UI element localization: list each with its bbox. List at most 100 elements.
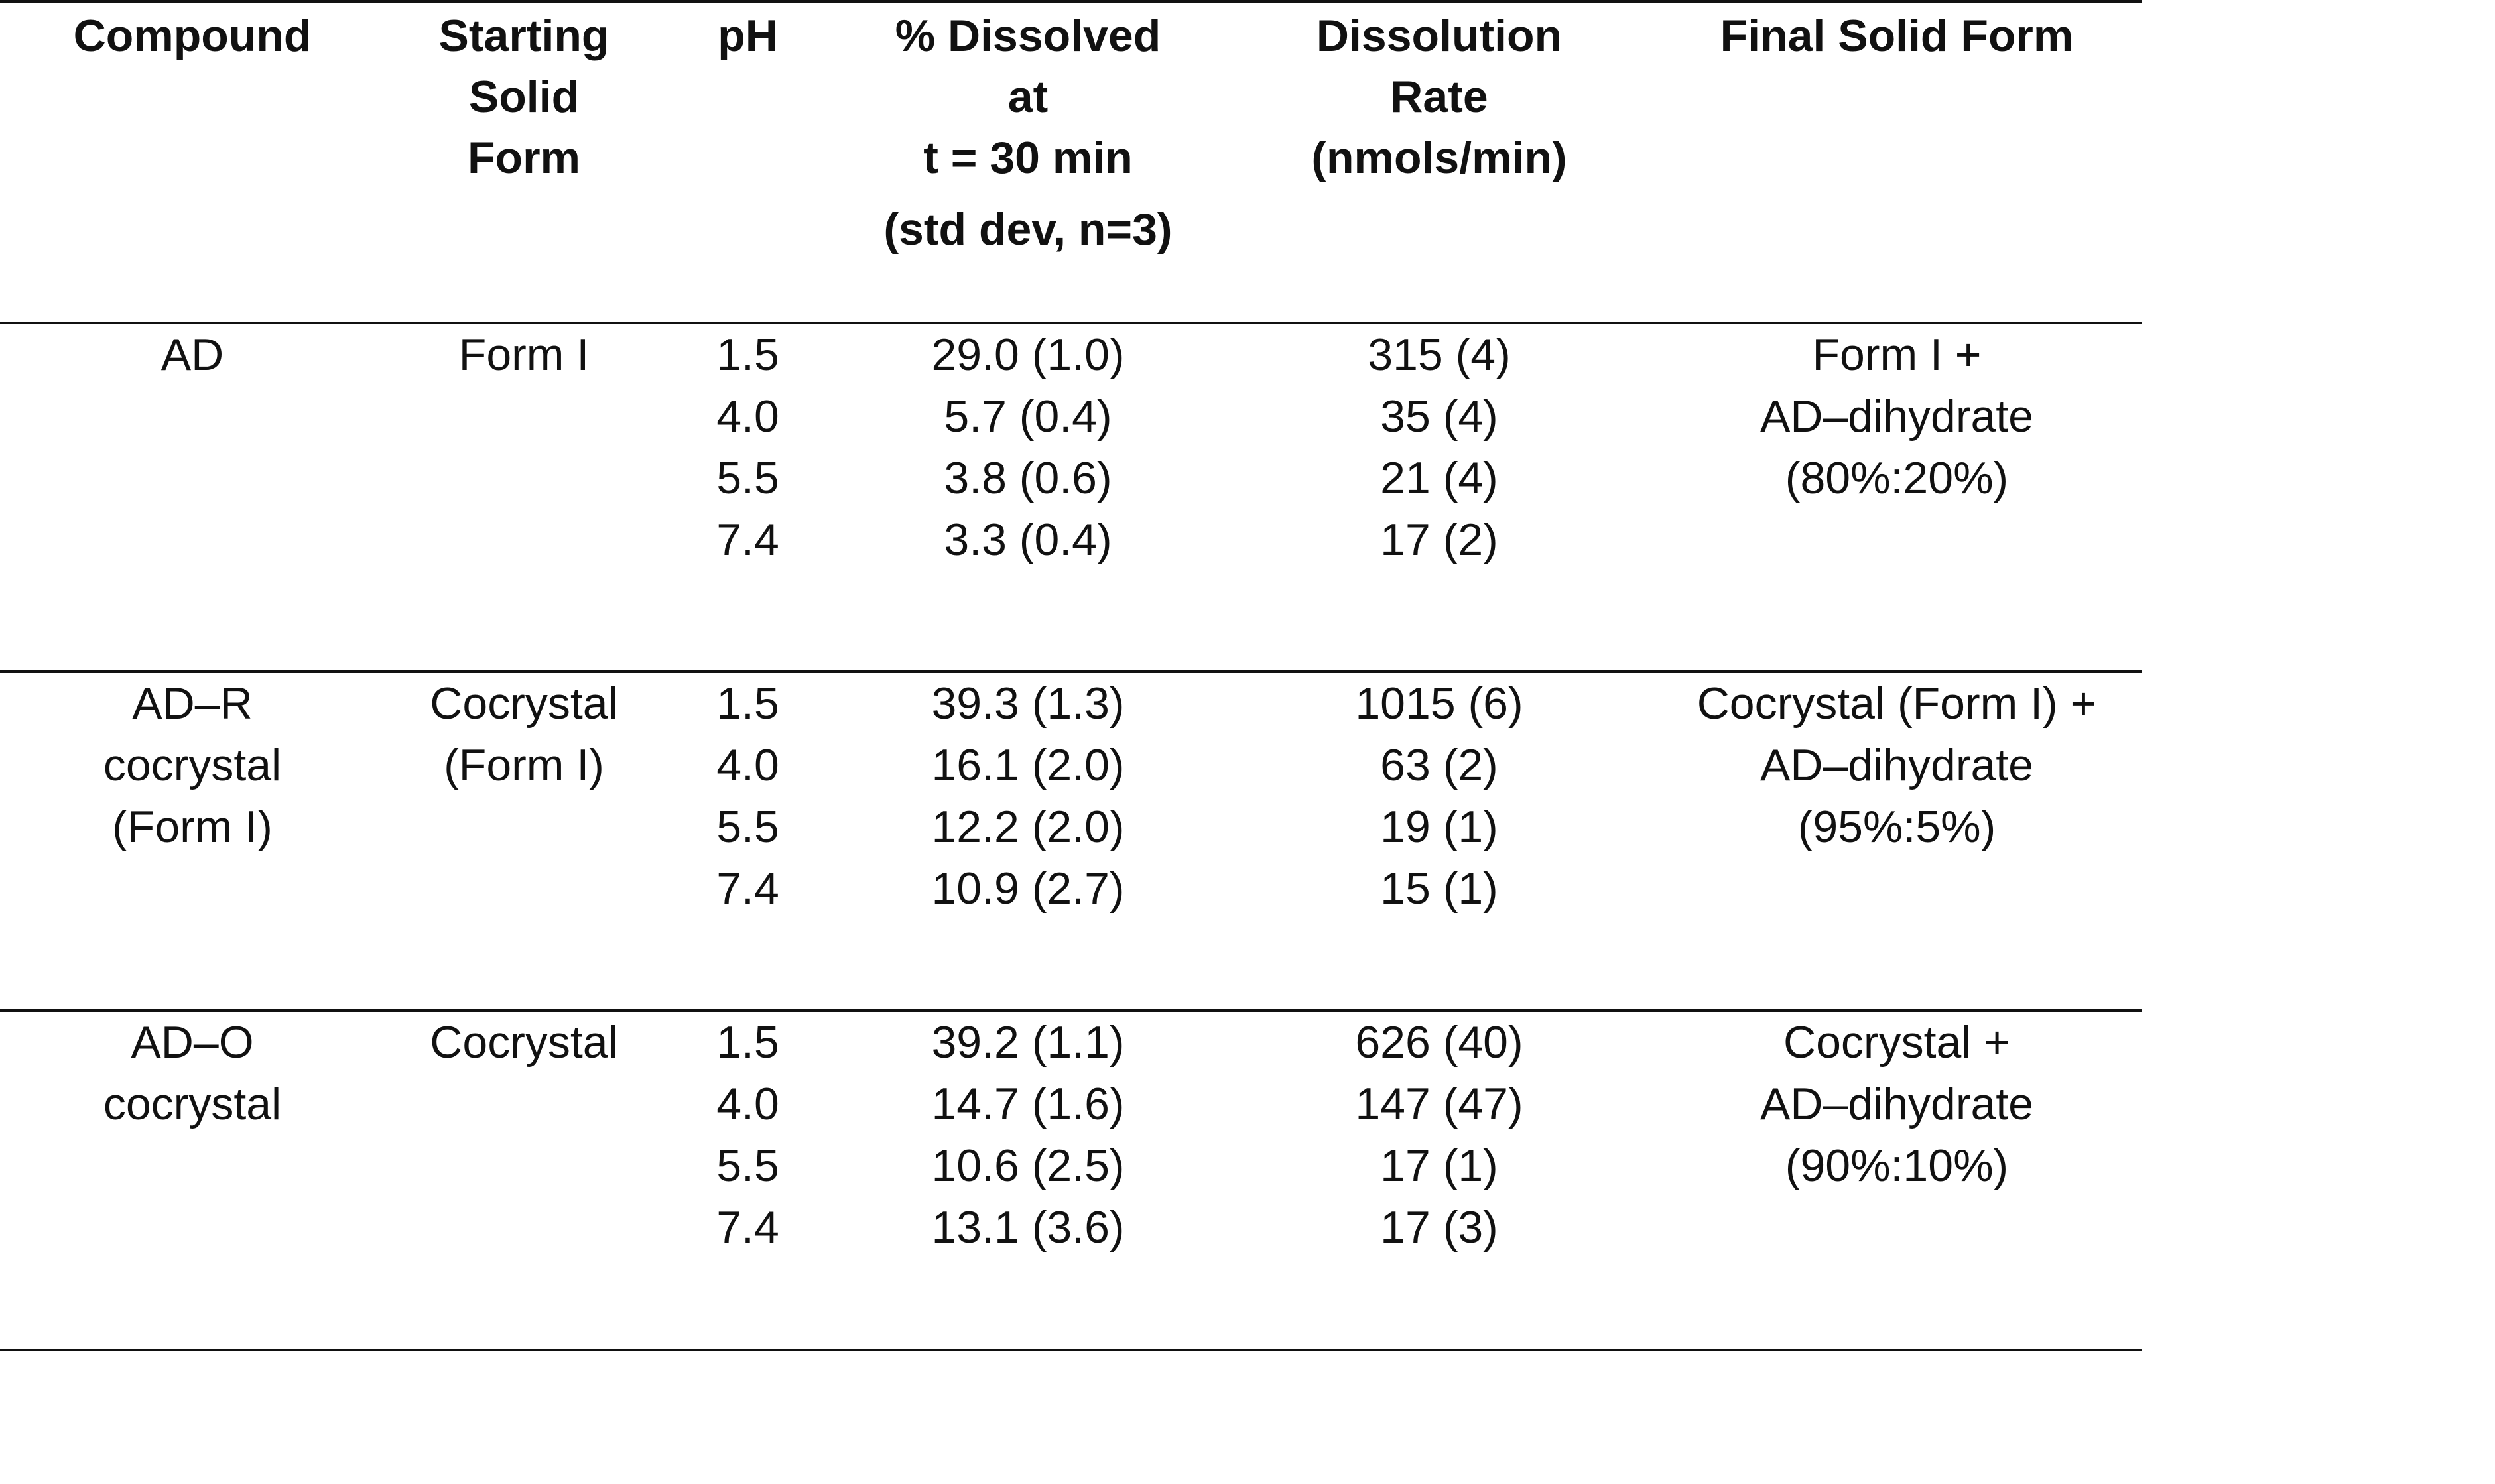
cell-line: 7.4 bbox=[716, 863, 779, 914]
cell-dissolution-rate: 1015 (6) 63 (2) 19 (1) 15 (1) bbox=[1247, 673, 1631, 920]
cell-line: Cocrystal (Form I) + bbox=[1696, 678, 2097, 729]
cell-percent-dissolved: 39.2 (1.1) 14.7 (1.6) 10.6 (2.5) 13.1 (3… bbox=[829, 1012, 1227, 1259]
cell-line: 4.0 bbox=[716, 1079, 779, 1129]
cell-line: 29.0 (1.0) bbox=[931, 330, 1125, 380]
cell-percent-dissolved: 39.3 (1.3) 16.1 (2.0) 12.2 (2.0) 10.9 (2… bbox=[829, 673, 1227, 920]
cell-line: 13.1 (3.6) bbox=[931, 1202, 1125, 1253]
cell-line: 7.4 bbox=[716, 1202, 779, 1253]
cell-line: (80%:20%) bbox=[1785, 453, 2009, 503]
cell-line: 17 (2) bbox=[1380, 515, 1498, 565]
cell-ph: 1.5 4.0 5.5 7.4 bbox=[683, 673, 812, 920]
cell-line: 5.5 bbox=[716, 453, 779, 503]
header-ph: pH bbox=[683, 5, 812, 66]
cell-compound: AD–O cocrystal bbox=[27, 1012, 358, 1135]
header-starting-solid-form-line: Form bbox=[468, 133, 580, 183]
cell-line: (90%:10%) bbox=[1785, 1141, 2009, 1191]
cell-line: 3.3 (0.4) bbox=[944, 515, 1112, 565]
cell-line: 1.5 bbox=[716, 330, 779, 380]
cell-line: Form I + bbox=[1812, 330, 1982, 380]
cell-starting-solid-form: Form I bbox=[385, 324, 663, 386]
cell-line: Form I bbox=[458, 330, 590, 380]
cell-line: 39.2 (1.1) bbox=[931, 1017, 1125, 1068]
cell-line: 35 (4) bbox=[1380, 391, 1498, 442]
header-percent-dissolved-line: (std dev, n=3) bbox=[883, 204, 1173, 255]
cell-line: 39.3 (1.3) bbox=[931, 678, 1125, 729]
header-bottom-rule bbox=[0, 322, 2142, 324]
cell-line: AD–dihydrate bbox=[1759, 740, 2034, 790]
cell-final-solid-form: Cocrystal + AD–dihydrate (90%:10%) bbox=[1638, 1012, 2155, 1197]
header-starting-solid-form-line: Solid bbox=[468, 72, 580, 122]
cell-compound: AD–R cocrystal (Form I) bbox=[27, 673, 358, 858]
cell-line: 1.5 bbox=[716, 1017, 779, 1068]
header-percent-dissolved-line: % Dissolved bbox=[895, 11, 1161, 61]
cell-ph: 1.5 4.0 5.5 7.4 bbox=[683, 1012, 812, 1259]
table-row-group: AD–O cocrystal Cocrystal 1.5 4.0 5.5 7.4… bbox=[0, 1012, 2142, 1317]
cell-line: 1015 (6) bbox=[1355, 678, 1523, 729]
cell-line: AD bbox=[160, 330, 224, 380]
cell-line: (Form I) bbox=[112, 802, 273, 852]
cell-line: 21 (4) bbox=[1380, 453, 1498, 503]
cell-line: (Form I) bbox=[444, 740, 604, 790]
header-dissolution-rate-line: (nmols/min) bbox=[1311, 133, 1567, 183]
table-row-group: AD Form I 1.5 4.0 5.5 7.4 29.0 (1.0) 5.7… bbox=[0, 324, 2142, 629]
cell-compound: AD bbox=[27, 324, 358, 386]
header-percent-dissolved-line: at bbox=[1007, 72, 1049, 122]
header-percent-dissolved: % Dissolved at t = 30 min (std dev, n=3) bbox=[829, 5, 1227, 260]
cell-line: AD–dihydrate bbox=[1759, 391, 2034, 442]
cell-line: 5.7 (0.4) bbox=[944, 391, 1112, 442]
header-compound: Compound bbox=[27, 5, 358, 66]
cell-line: 5.5 bbox=[716, 1141, 779, 1191]
group-divider-rule bbox=[0, 1009, 2142, 1012]
header-ph-line: pH bbox=[718, 11, 778, 61]
table-top-rule bbox=[0, 0, 2142, 3]
cell-line: 16.1 (2.0) bbox=[931, 740, 1125, 790]
cell-line: cocrystal bbox=[103, 1079, 282, 1129]
header-starting-solid-form: Starting Solid Form bbox=[385, 5, 663, 188]
cell-line: Cocrystal + bbox=[1783, 1017, 2010, 1068]
header-dissolution-rate: Dissolution Rate (nmols/min) bbox=[1247, 5, 1631, 188]
cell-line: 4.0 bbox=[716, 740, 779, 790]
cell-percent-dissolved: 29.0 (1.0) 5.7 (0.4) 3.8 (0.6) 3.3 (0.4) bbox=[829, 324, 1227, 571]
cell-line: AD–dihydrate bbox=[1759, 1079, 2034, 1129]
table-bottom-rule bbox=[0, 1349, 2142, 1351]
cell-line: 5.5 bbox=[716, 802, 779, 852]
cell-line: cocrystal bbox=[103, 740, 282, 790]
header-compound-line: Compound bbox=[73, 11, 312, 61]
cell-final-solid-form: Cocrystal (Form I) + AD–dihydrate (95%:5… bbox=[1638, 673, 2155, 858]
cell-starting-solid-form: Cocrystal bbox=[385, 1012, 663, 1074]
cell-line: 14.7 (1.6) bbox=[931, 1079, 1125, 1129]
cell-dissolution-rate: 315 (4) 35 (4) 21 (4) 17 (2) bbox=[1247, 324, 1631, 571]
cell-line: 7.4 bbox=[716, 515, 779, 565]
cell-line: 63 (2) bbox=[1380, 740, 1498, 790]
cell-line: (95%:5%) bbox=[1797, 802, 1996, 852]
cell-ph: 1.5 4.0 5.5 7.4 bbox=[683, 324, 812, 571]
cell-line: 15 (1) bbox=[1380, 863, 1498, 914]
cell-final-solid-form: Form I + AD–dihydrate (80%:20%) bbox=[1638, 324, 2155, 509]
cell-line: Cocrystal bbox=[430, 1017, 618, 1068]
cell-starting-solid-form: Cocrystal (Form I) bbox=[385, 673, 663, 796]
header-percent-dissolved-line: t = 30 min bbox=[923, 133, 1133, 183]
cell-line: 10.9 (2.7) bbox=[931, 863, 1125, 914]
cell-line: 12.2 (2.0) bbox=[931, 802, 1125, 852]
cell-line: Cocrystal bbox=[430, 678, 618, 729]
cell-line: 315 (4) bbox=[1368, 330, 1511, 380]
group-divider-rule bbox=[0, 670, 2142, 673]
header-dissolution-rate-line: Rate bbox=[1390, 72, 1488, 122]
cell-line: 17 (1) bbox=[1380, 1141, 1498, 1191]
cell-line: 3.8 (0.6) bbox=[944, 453, 1112, 503]
cell-line: AD–O bbox=[131, 1017, 254, 1068]
cell-line: 626 (40) bbox=[1355, 1017, 1523, 1068]
cell-line: 10.6 (2.5) bbox=[931, 1141, 1125, 1191]
cell-line: 19 (1) bbox=[1380, 802, 1498, 852]
table-row-group: AD–R cocrystal (Form I) Cocrystal (Form … bbox=[0, 673, 2142, 978]
header-starting-solid-form-line: Starting bbox=[438, 11, 609, 61]
header-dissolution-rate-line: Dissolution bbox=[1316, 11, 1563, 61]
header-final-solid-form-line: Final Solid Form bbox=[1720, 11, 2074, 61]
cell-line: 1.5 bbox=[716, 678, 779, 729]
header-final-solid-form: Final Solid Form bbox=[1638, 5, 2155, 66]
cell-line: 17 (3) bbox=[1380, 1202, 1498, 1253]
cell-line: 147 (47) bbox=[1355, 1079, 1523, 1129]
cell-dissolution-rate: 626 (40) 147 (47) 17 (1) 17 (3) bbox=[1247, 1012, 1631, 1259]
cell-line: AD–R bbox=[132, 678, 253, 729]
cell-line: 4.0 bbox=[716, 391, 779, 442]
